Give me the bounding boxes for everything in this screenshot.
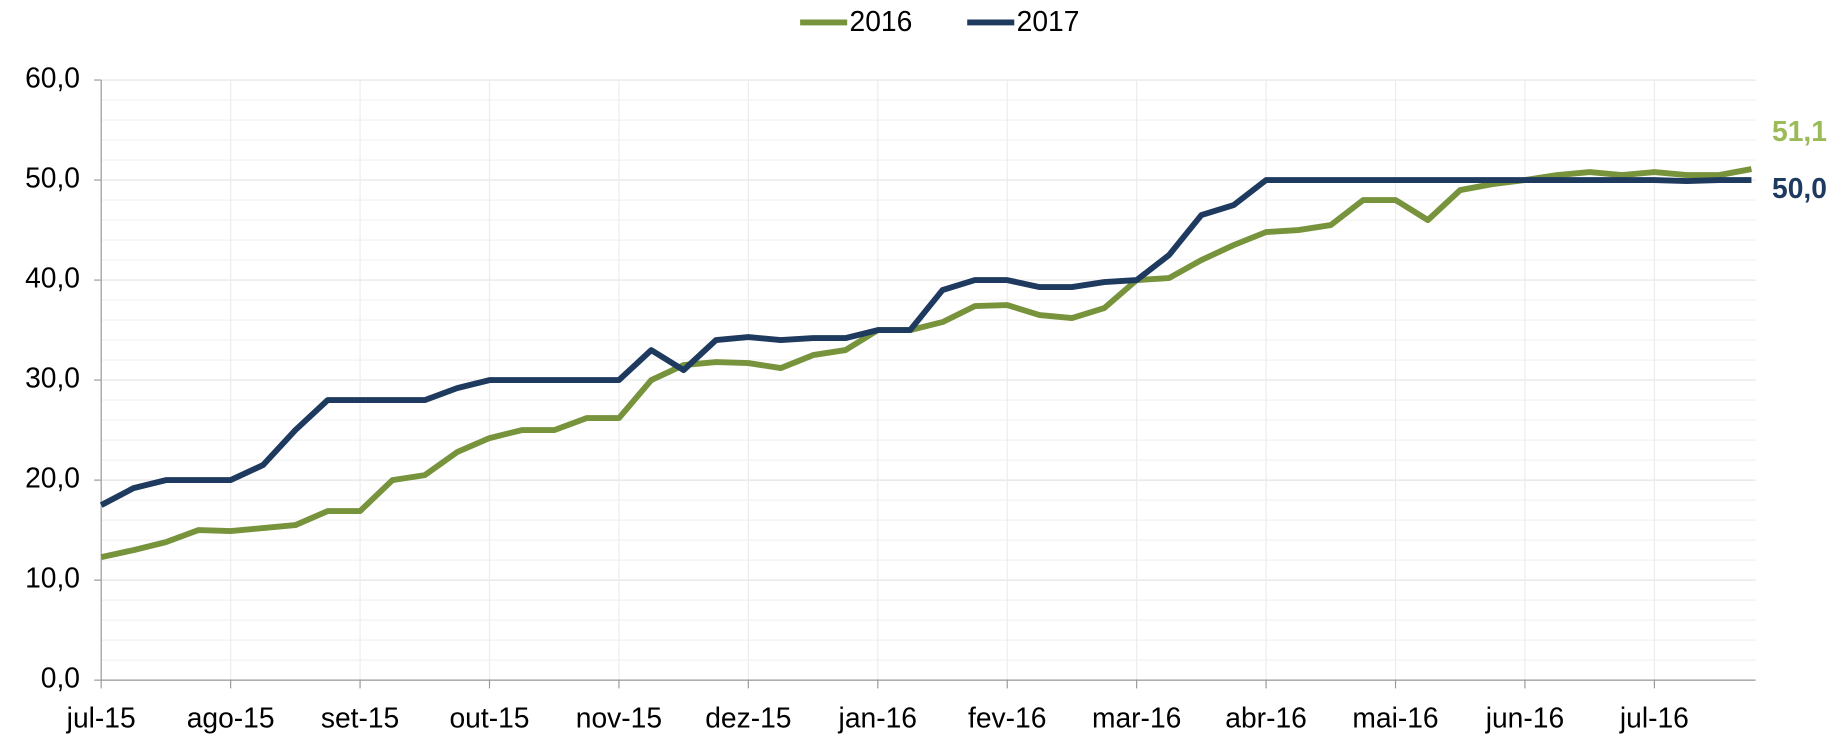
x-tick-label: out-15 [449,702,529,734]
x-tick-label: jul-16 [1619,702,1689,734]
y-tick-label: 50,0 [25,162,80,194]
x-tick-label: jul-15 [66,702,136,734]
series-line [100,166,1752,560]
x-tick-label: set-15 [321,702,399,734]
x-tick-label: ago-15 [187,702,275,734]
x-tick-label: abr-16 [1225,702,1307,734]
x-tick-label: dez-15 [705,702,791,734]
x-tick-label: mar-16 [1092,702,1181,734]
x-tick-label: mai-16 [1352,702,1438,734]
end-value-label: 51,1 [1772,115,1827,147]
y-tick-label: 20,0 [25,462,80,494]
legend-label: 2016 [850,5,913,37]
legend-label: 2017 [1017,5,1080,37]
y-tick-label: 40,0 [25,262,80,294]
x-tick-label: fev-16 [968,702,1046,734]
y-tick-label: 60,0 [25,61,80,93]
y-tick-label: 0,0 [41,662,80,694]
end-value-label: 50,0 [1772,172,1827,204]
x-tick-label: jun-16 [1485,702,1564,734]
x-tick-label: nov-15 [576,702,662,734]
x-tick-label: jan-16 [838,702,917,734]
y-tick-label: 30,0 [25,362,80,394]
y-tick-label: 10,0 [25,562,80,594]
series-line [99,177,1752,508]
legend: 2016 2017 [800,5,1079,37]
